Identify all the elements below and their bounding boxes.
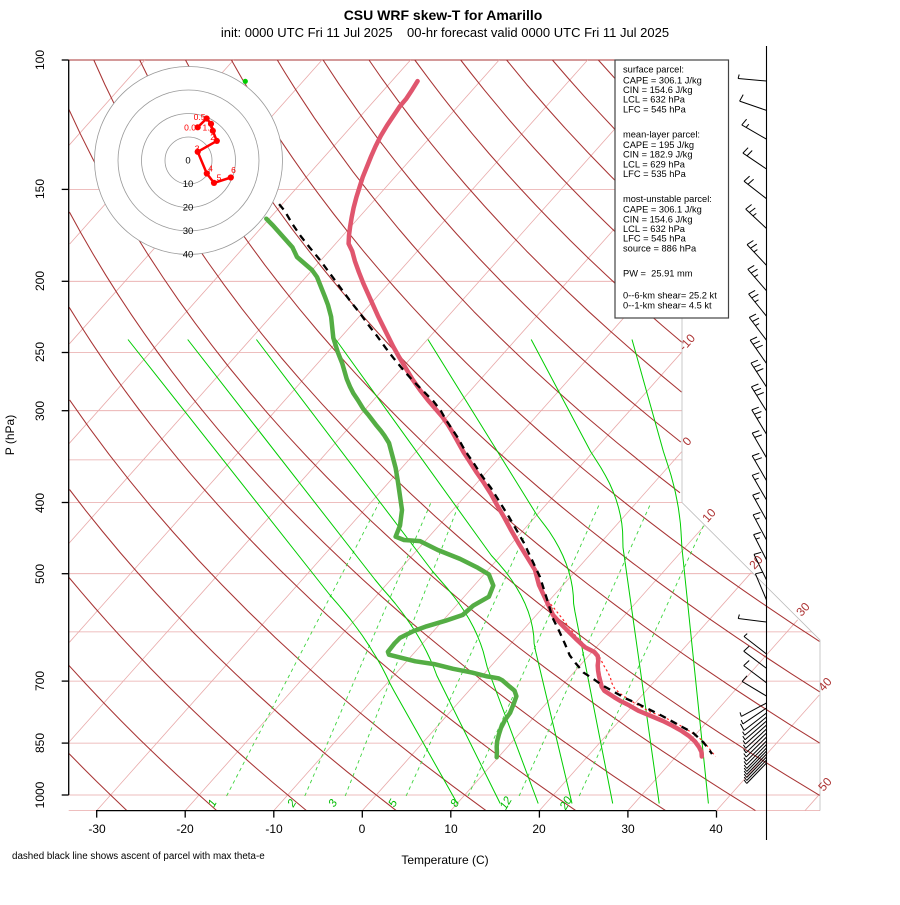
svg-text:P (hPa): P (hPa) [3,415,17,455]
svg-text:0--1-km shear= 4.5 kt: 0--1-km shear= 4.5 kt [623,300,712,310]
svg-text:30: 30 [621,822,635,836]
svg-text:0.5: 0.5 [194,112,206,122]
svg-text:LCL = 629 hPa: LCL = 629 hPa [623,159,686,169]
svg-text:40: 40 [709,822,723,836]
svg-text:CAPE = 195 J/kg: CAPE = 195 J/kg [623,140,694,150]
svg-text:mean-layer parcel:: mean-layer parcel: [623,129,700,139]
svg-text:250: 250 [33,342,47,362]
svg-text:LCL = 632 hPa: LCL = 632 hPa [623,224,686,234]
svg-text:0--6-km shear= 25.2 kt: 0--6-km shear= 25.2 kt [623,290,717,300]
svg-text:Temperature (C): Temperature (C) [401,853,488,867]
svg-text:150: 150 [33,179,47,199]
svg-text:30: 30 [183,226,194,237]
svg-text:0: 0 [359,822,366,836]
svg-text:LCL = 632 hPa: LCL = 632 hPa [623,95,686,105]
svg-text:300: 300 [33,401,47,421]
svg-text:1.5: 1.5 [203,123,215,133]
svg-text:10: 10 [444,822,458,836]
svg-text:source = 886 hPa: source = 886 hPa [623,243,697,253]
svg-text:10: 10 [183,179,194,190]
svg-text:LFC = 545 hPa: LFC = 545 hPa [623,234,687,244]
svg-text:200: 200 [33,271,47,291]
svg-text:CIN = 154.6 J/kg: CIN = 154.6 J/kg [623,214,693,224]
svg-text:40: 40 [183,249,194,260]
svg-text:CAPE = 306.1 J/kg: CAPE = 306.1 J/kg [623,204,702,214]
svg-text:0: 0 [185,155,190,166]
svg-text:5: 5 [217,173,222,183]
svg-text:init: 0000 UTC Fri 11 Jul 2025: init: 0000 UTC Fri 11 Jul 2025 00-hr for… [221,25,669,40]
svg-text:LFC = 545 hPa: LFC = 545 hPa [623,104,687,114]
svg-text:1: 1 [206,798,220,810]
svg-text:-20: -20 [176,822,194,836]
svg-text:-10: -10 [265,822,283,836]
svg-text:PW = 25.91 mm: PW = 25.91 mm [623,269,693,279]
svg-text:LFC = 535 hPa: LFC = 535 hPa [623,169,687,179]
svg-text:700: 700 [33,671,47,691]
svg-text:2: 2 [210,132,215,142]
svg-text:20: 20 [183,202,194,213]
svg-text:12: 12 [498,794,515,812]
svg-text:-30: -30 [88,822,106,836]
svg-text:CIN = 182.9 J/kg: CIN = 182.9 J/kg [623,150,693,160]
svg-text:CSU WRF skew-T for Amarillo: CSU WRF skew-T for Amarillo [344,7,543,23]
svg-text:1000: 1000 [33,781,47,808]
svg-text:most-unstable parcel:: most-unstable parcel: [623,194,712,204]
svg-text:400: 400 [33,493,47,513]
svg-text:surface parcel:: surface parcel: [623,65,684,75]
svg-text:850: 850 [33,733,47,753]
svg-text:6: 6 [231,165,236,175]
svg-text:500: 500 [33,564,47,584]
svg-text:3: 3 [195,144,200,154]
svg-text:CAPE = 306.1 J/kg: CAPE = 306.1 J/kg [623,75,702,85]
svg-text:100: 100 [33,50,47,70]
svg-text:dashed black line shows ascent: dashed black line shows ascent of parcel… [12,851,265,862]
svg-text:20: 20 [532,822,546,836]
svg-text:0.0: 0.0 [184,123,196,133]
svg-text:4: 4 [208,164,213,174]
svg-text:CIN = 154.6 J/kg: CIN = 154.6 J/kg [623,85,693,95]
